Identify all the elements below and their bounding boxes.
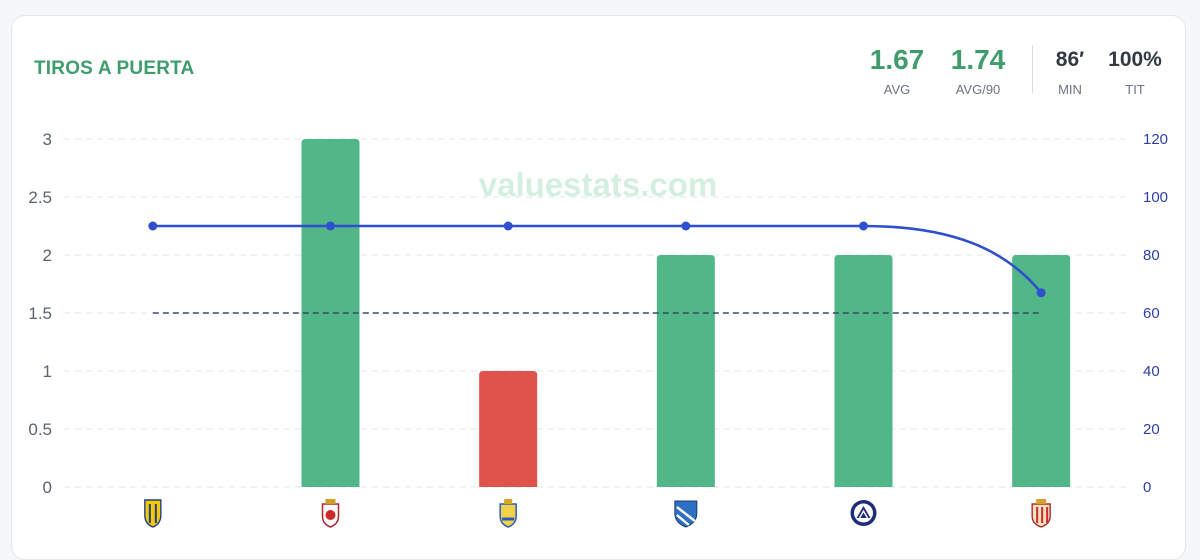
right-tick-label: 20	[1143, 421, 1160, 438]
crest-crown	[504, 499, 513, 504]
crest-stripes	[1036, 507, 1049, 523]
stat-tit-value: 100%	[1108, 48, 1162, 71]
chart-card	[11, 15, 1186, 560]
stat-avg: 1.67 AVG	[866, 44, 928, 97]
left-axis-ticks: 0 0.5 1 1.5 2 2.5 3	[28, 130, 52, 497]
right-tick-label: 80	[1143, 247, 1160, 264]
stat-avg90-label: AVG/90	[955, 82, 1001, 97]
chart-title: TIROS A PUERTA	[34, 58, 195, 79]
crest-crown	[325, 499, 336, 504]
left-tick-label: 1.5	[28, 304, 52, 323]
stat-avg-label: AVG	[883, 82, 911, 97]
left-tick-label: 2.5	[28, 188, 52, 207]
rayo-majadahonda-crest-icon	[321, 499, 340, 528]
minutes-line	[148, 221, 1046, 298]
crest-shape	[144, 499, 162, 528]
right-tick-label: 40	[1143, 363, 1160, 380]
right-tick-label: 100	[1143, 189, 1168, 206]
shots-on-target-chart: valuestats.com 0 0.5 1 1.5 2 2.5 3 0 20 40 60 80 10…	[28, 130, 1168, 528]
bar	[834, 255, 893, 487]
crest-center	[325, 510, 336, 520]
andorra-crest-icon	[850, 500, 877, 526]
minutes-point	[148, 221, 158, 231]
crest-stripes	[676, 506, 696, 526]
stat-tit: 100% TIT	[1106, 44, 1164, 97]
stat-avg90: 1.74 AVG/90	[946, 44, 1010, 97]
right-tick-label: 60	[1143, 305, 1160, 322]
left-tick-label: 0	[43, 478, 52, 497]
almeria-crest-icon	[1031, 499, 1051, 528]
stat-avg-value: 1.67	[869, 44, 925, 75]
crest-shape	[499, 503, 517, 528]
left-tick-label: 3	[43, 130, 52, 149]
stat-min-value: 86′	[1055, 48, 1085, 71]
right-tick-label: 0	[1143, 479, 1151, 496]
stat-min: 86′ MIN	[1048, 44, 1092, 97]
cadiz-crest-icon	[144, 499, 162, 528]
watermark: valuestats.com	[479, 166, 717, 203]
minutes-point	[503, 221, 513, 231]
stat-min-label: MIN	[1058, 82, 1082, 97]
left-tick-label: 2	[43, 246, 52, 265]
stats-divider	[1032, 45, 1033, 93]
bar	[656, 255, 715, 487]
minutes-point	[1036, 288, 1046, 298]
bar	[479, 371, 538, 487]
crest-stripes	[148, 504, 157, 523]
right-axis-ticks: 0 20 40 60 80 100 120	[1143, 131, 1168, 496]
bar	[301, 139, 360, 487]
minutes-point	[681, 221, 691, 231]
malaga-crest-icon	[674, 500, 698, 528]
crest-mountain-line	[858, 509, 869, 519]
stat-avg90-value: 1.74	[950, 44, 1006, 75]
las-palmas-crest-icon	[499, 499, 517, 528]
minutes-point	[326, 221, 335, 231]
left-tick-label: 1	[43, 362, 52, 381]
stat-tit-label: TIT	[1125, 82, 1145, 97]
left-tick-label: 0.5	[28, 420, 52, 439]
minutes-point	[859, 221, 868, 231]
right-tick-label: 120	[1143, 131, 1168, 148]
minutes-line-path	[152, 224, 1043, 294]
crest-crown	[1036, 499, 1047, 504]
team-crests	[144, 499, 1051, 528]
